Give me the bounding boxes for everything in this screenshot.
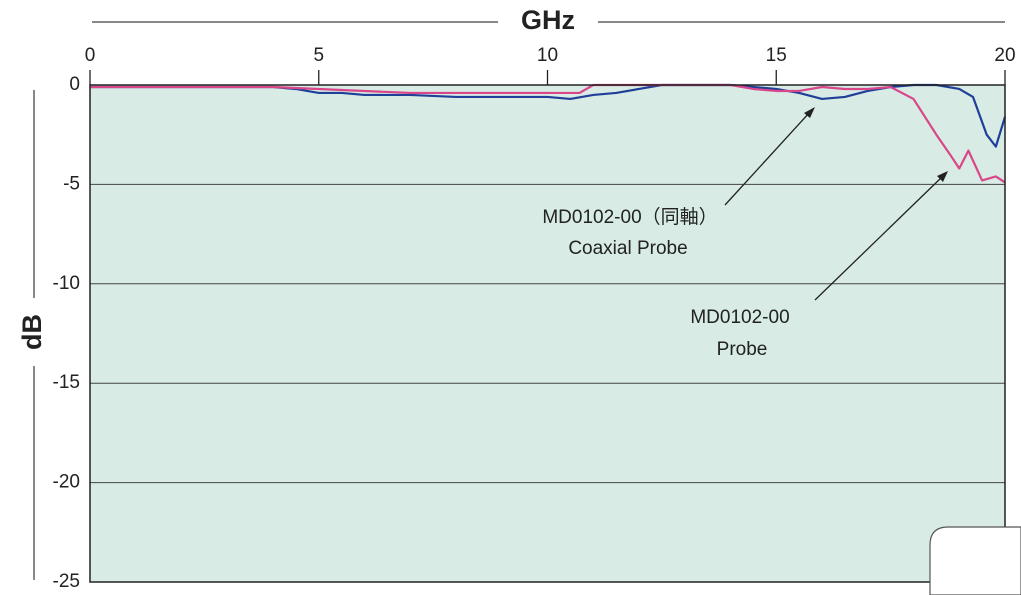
- annotation: Probe: [717, 339, 768, 360]
- x-tick-label: 5: [313, 45, 324, 66]
- annotation-arrow: [724, 111, 811, 206]
- y-axis-title: dB: [17, 314, 47, 350]
- y-tick-label: 0: [69, 74, 80, 95]
- series-line: [90, 83, 1006, 184]
- x-tick-label: 15: [766, 45, 787, 66]
- y-tick-label: -15: [53, 372, 80, 393]
- annotation: MD0102-00（同軸）: [542, 206, 717, 228]
- annotation: Coaxial Probe: [568, 238, 687, 259]
- x-tick-label: 20: [994, 45, 1015, 66]
- y-tick-label: -20: [53, 472, 80, 493]
- y-tick-label: -25: [53, 571, 80, 592]
- arrow-head: [937, 171, 948, 182]
- corner-panel: [929, 526, 1021, 595]
- plot-area: [90, 85, 1005, 582]
- x-tick-label: 0: [85, 45, 96, 66]
- y-tick-label: -5: [63, 173, 80, 194]
- arrow-head: [804, 107, 815, 118]
- annotation-arrow: [814, 175, 944, 301]
- x-axis-title: GHz: [521, 5, 575, 35]
- annotation: MD0102-00: [690, 307, 789, 328]
- y-tick-label: -10: [53, 273, 80, 294]
- x-tick-label: 10: [537, 45, 558, 66]
